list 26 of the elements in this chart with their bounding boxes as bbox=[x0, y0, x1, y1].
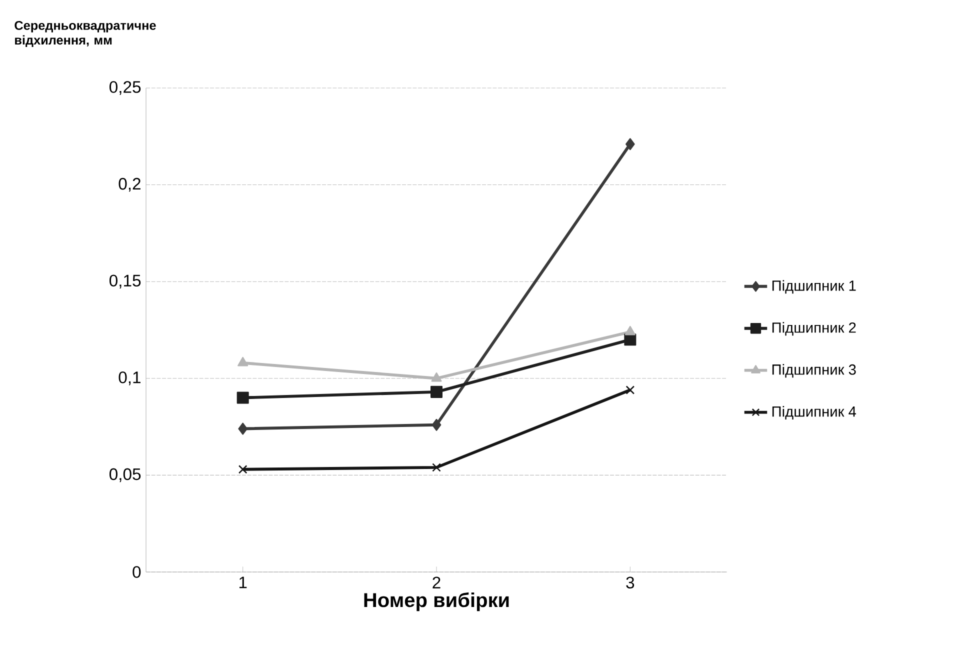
legend-label: Підшипник 3 bbox=[772, 364, 856, 378]
point bbox=[238, 464, 248, 474]
y-tick-label: 0,1 bbox=[118, 372, 140, 386]
point bbox=[432, 463, 441, 472]
legend-label: Підшипник 4 bbox=[772, 406, 856, 420]
point bbox=[624, 326, 636, 336]
y-tick-label: 0,15 bbox=[110, 274, 141, 288]
point bbox=[432, 418, 442, 431]
x-axis-title: Номер вибірки bbox=[364, 592, 509, 612]
point bbox=[238, 422, 248, 435]
legend-label: Підшипник 2 bbox=[772, 322, 856, 336]
point bbox=[236, 392, 249, 404]
point bbox=[430, 386, 443, 398]
y-axis-title: Середньоквадратичне відхилення, мм bbox=[14, 20, 156, 47]
x-tick-label: 3 bbox=[626, 576, 634, 588]
point bbox=[238, 356, 248, 366]
legend-label: Підшипник 1 bbox=[772, 280, 856, 294]
point bbox=[626, 386, 635, 394]
point bbox=[626, 138, 635, 150]
y-tick-label: 0,2 bbox=[118, 178, 140, 192]
x-tick-label: 1 bbox=[239, 576, 247, 588]
y-tick-label: 0,25 bbox=[110, 81, 141, 95]
y-tick-label: 0 bbox=[132, 566, 141, 578]
y-tick-label: 0,05 bbox=[110, 468, 141, 482]
point bbox=[431, 372, 442, 382]
x-tick-label: 2 bbox=[432, 576, 440, 588]
